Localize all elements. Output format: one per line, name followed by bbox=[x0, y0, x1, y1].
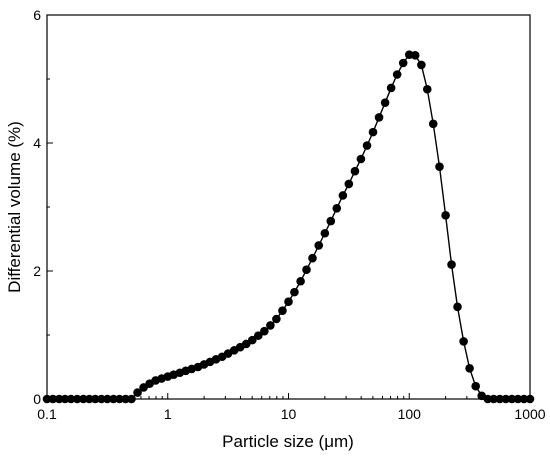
x-tick-label: 0.1 bbox=[37, 406, 57, 422]
data-point bbox=[417, 60, 426, 70]
data-point bbox=[386, 83, 396, 93]
data-points bbox=[42, 50, 535, 404]
data-point bbox=[483, 394, 493, 404]
axis-ticks bbox=[46, 14, 531, 400]
data-point bbox=[284, 297, 293, 307]
data-point bbox=[435, 162, 444, 171]
data-point bbox=[72, 394, 82, 404]
plot-frame bbox=[46, 14, 531, 400]
tick-labels: 0.1 1 10 100 1000 0 2 4 6 bbox=[33, 7, 546, 422]
data-point bbox=[362, 141, 372, 150]
series-line bbox=[47, 53, 530, 400]
data-point bbox=[489, 394, 499, 404]
data-point bbox=[290, 287, 299, 297]
data-point bbox=[48, 394, 58, 404]
data-point bbox=[266, 321, 275, 330]
y-axis-title: Differential volume (%) bbox=[5, 121, 24, 293]
data-point bbox=[308, 253, 317, 263]
data-point bbox=[272, 314, 281, 324]
data-point bbox=[392, 70, 402, 79]
data-point bbox=[332, 203, 342, 213]
data-point bbox=[115, 394, 124, 404]
x-tick-label: 10 bbox=[281, 406, 297, 422]
data-point bbox=[350, 166, 360, 176]
y-tick-label: 4 bbox=[33, 135, 41, 151]
data-point bbox=[302, 265, 311, 275]
data-point bbox=[278, 306, 287, 315]
data-point bbox=[356, 154, 366, 164]
data-point bbox=[103, 394, 112, 404]
data-point bbox=[90, 394, 100, 404]
x-tick-label: 100 bbox=[398, 406, 422, 422]
data-point bbox=[459, 337, 468, 346]
data-point bbox=[495, 394, 505, 404]
data-point bbox=[97, 394, 106, 404]
data-point bbox=[380, 98, 390, 107]
data-point bbox=[398, 58, 408, 68]
y-tick-label: 0 bbox=[33, 391, 41, 407]
data-point bbox=[133, 388, 142, 397]
data-point bbox=[42, 394, 52, 404]
data-point bbox=[121, 394, 130, 404]
data-point bbox=[296, 276, 305, 286]
data-point bbox=[501, 394, 511, 404]
data-point bbox=[60, 394, 70, 404]
y-tick-label: 2 bbox=[33, 263, 41, 279]
data-point bbox=[513, 394, 523, 404]
data-point bbox=[410, 51, 420, 60]
data-point bbox=[338, 191, 348, 200]
data-point bbox=[79, 394, 88, 404]
data-point bbox=[422, 84, 432, 94]
data-point bbox=[507, 394, 517, 404]
data-point bbox=[368, 127, 378, 137]
data-point bbox=[109, 394, 118, 404]
data-point bbox=[447, 260, 456, 269]
data-point bbox=[320, 228, 330, 238]
data-point bbox=[519, 394, 529, 404]
data-point bbox=[253, 331, 263, 340]
data-point bbox=[66, 394, 76, 404]
x-tick-label: 1000 bbox=[514, 406, 545, 422]
data-point bbox=[326, 216, 336, 226]
y-tick-label: 6 bbox=[33, 7, 41, 23]
data-point bbox=[441, 211, 450, 220]
data-point bbox=[247, 335, 257, 345]
data-point bbox=[344, 179, 354, 189]
data-point bbox=[453, 302, 462, 312]
x-axis-title: Particle size (μm) bbox=[222, 432, 354, 451]
data-point bbox=[314, 241, 324, 250]
x-tick-label: 1 bbox=[164, 406, 172, 422]
data-point bbox=[127, 394, 136, 404]
data-point bbox=[260, 326, 269, 336]
data-point bbox=[428, 119, 438, 129]
data-point bbox=[465, 363, 474, 373]
data-point bbox=[471, 381, 480, 391]
data-point bbox=[54, 394, 64, 404]
data-point bbox=[84, 394, 94, 404]
data-point bbox=[525, 394, 535, 404]
data-point bbox=[374, 113, 384, 122]
